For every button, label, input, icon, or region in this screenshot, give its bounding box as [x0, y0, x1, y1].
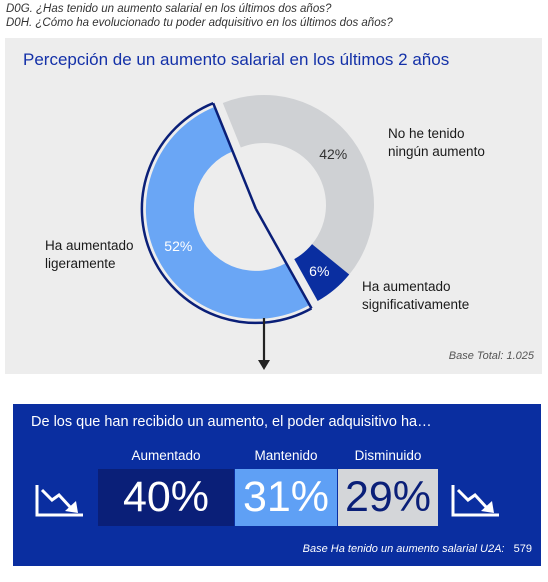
- question-d0h: D0H. ¿Cómo ha evolucionado tu poder adqu…: [6, 17, 393, 29]
- donut-value-label: 42%: [319, 146, 347, 162]
- donut-title: Percepción de un aumento salarial en los…: [23, 50, 450, 69]
- donut-chart: 42% 6% 52%: [140, 94, 374, 370]
- value-aumentado: 40%: [98, 469, 234, 526]
- value-disminuido: 29%: [338, 469, 438, 526]
- donut-slice-outline: [140, 102, 313, 325]
- base-total: Base Total: 1.025: [448, 350, 534, 362]
- donut-slice-edge: [212, 102, 258, 210]
- col-head-mantenido: Mantenido: [254, 448, 318, 463]
- trend-down-icon: [35, 485, 83, 517]
- col-head-disminuido: Disminuido: [354, 448, 422, 463]
- arrow-down-icon: [258, 318, 270, 370]
- donut-value-label: 52%: [164, 238, 192, 254]
- donut-slice: [222, 94, 374, 275]
- donut-panel: [5, 38, 542, 374]
- donut-slice-edge: [254, 208, 313, 310]
- slice-label-ligeramente: Ha aumentado ligeramente: [45, 238, 134, 271]
- base-aumento: Base Ha tenido un aumento salarial U2A: …: [302, 543, 532, 555]
- donut-value-label: 6%: [309, 263, 329, 279]
- slice-label-significativamente: Ha aumentado significativamente: [362, 279, 470, 312]
- donut-slice: [145, 106, 310, 319]
- col-head-aumentado: Aumentado: [131, 448, 201, 463]
- trend-down-icon: [451, 485, 499, 517]
- donut-slice: [294, 244, 350, 302]
- question-d0g: D0G. ¿Has tenido un aumento salarial en …: [6, 3, 332, 15]
- value-mantenido: 31%: [235, 469, 337, 526]
- slice-label-no-aumento: No he tenido ningún aumento: [388, 126, 485, 159]
- purchasing-power-title: De los que han recibido un aumento, el p…: [31, 414, 432, 430]
